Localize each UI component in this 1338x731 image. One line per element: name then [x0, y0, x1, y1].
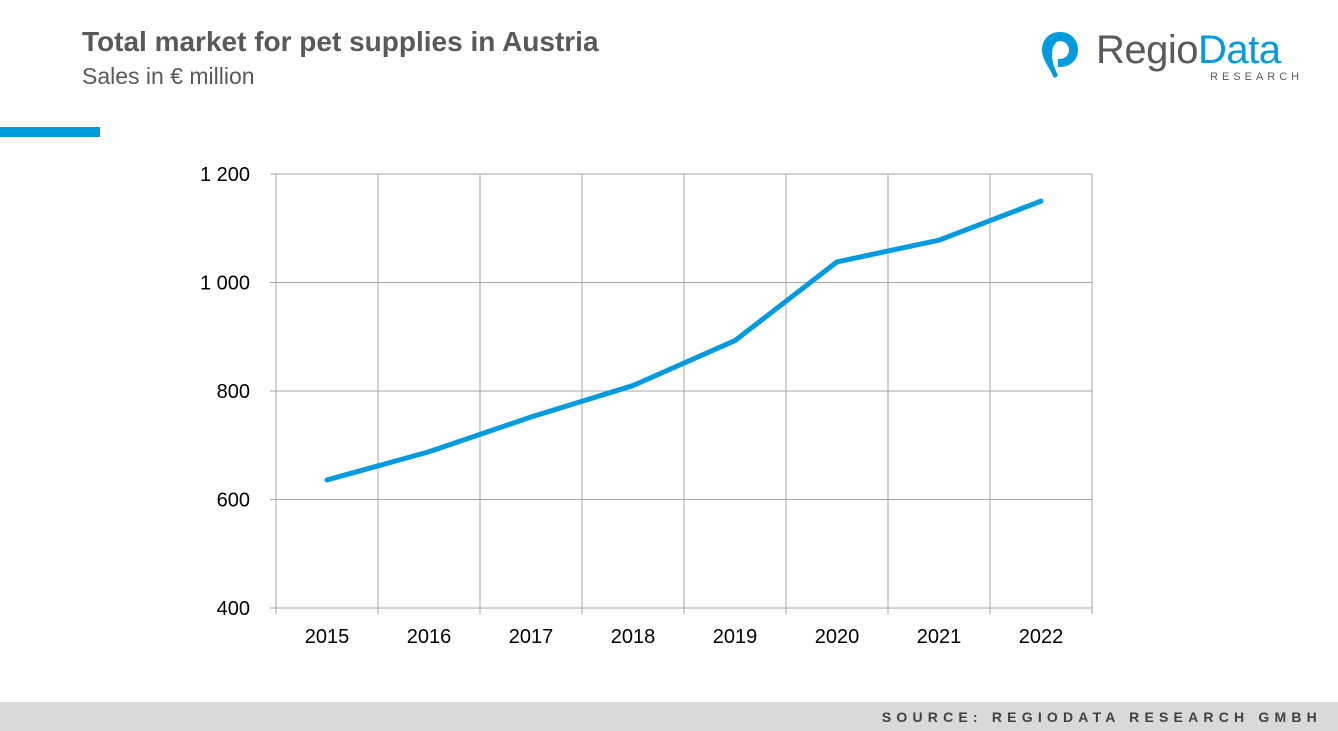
map-pin-icon [1042, 32, 1078, 78]
axes [270, 173, 276, 609]
logo-tagline: RESEARCH [1210, 71, 1304, 83]
data-point [734, 340, 736, 342]
logo-wordmark-regio: Regio [1096, 28, 1199, 72]
x-tick-labels: 2015 2016 2017 2018 2019 2020 2021 2022 [305, 626, 1064, 648]
source-note: SOURCE: REGIODATA RESEARCH GMBH [881, 709, 1322, 725]
data-point [632, 385, 634, 387]
chart-title: Total market for pet supplies in Austria [82, 26, 599, 57]
y-tick-labels: 400 600 800 1 000 1 200 [200, 164, 250, 620]
chart-subtitle: Sales in € million [82, 63, 255, 89]
x-tick-label: 2016 [407, 626, 452, 648]
y-tick-label: 400 [217, 598, 250, 620]
y-tick-label: 1 200 [200, 164, 250, 186]
x-tick-label: 2021 [917, 626, 962, 648]
x-tick-label: 2019 [713, 626, 758, 648]
data-point [836, 261, 838, 263]
y-tick-label: 800 [217, 381, 250, 403]
x-tick-label: 2020 [815, 626, 860, 648]
x-tick-label: 2022 [1019, 626, 1064, 648]
data-point [428, 451, 430, 453]
logo-wordmark-data: Data [1198, 28, 1281, 72]
data-point [530, 416, 532, 418]
footer-bar: SOURCE: REGIODATA RESEARCH GMBH [0, 702, 1338, 731]
y-tick-label: 600 [217, 490, 250, 512]
data-point [938, 239, 940, 241]
regiodata-logo: RegioData RESEARCH [1040, 28, 1305, 88]
grid-lines [275, 173, 1093, 614]
series-line [324, 198, 1044, 483]
x-tick-label: 2015 [305, 626, 350, 648]
y-tick-label: 1 000 [200, 273, 250, 295]
data-point [1040, 200, 1042, 202]
accent-bar [0, 127, 100, 137]
x-tick-label: 2017 [509, 626, 554, 648]
line-chart: 400 600 800 1 000 1 200 2015 2016 2017 2018 2019… [200, 164, 1093, 648]
x-tick-label: 2018 [611, 626, 656, 648]
logo-wordmark: RegioData [1096, 28, 1281, 73]
series [324, 198, 1044, 483]
data-point [326, 479, 328, 481]
